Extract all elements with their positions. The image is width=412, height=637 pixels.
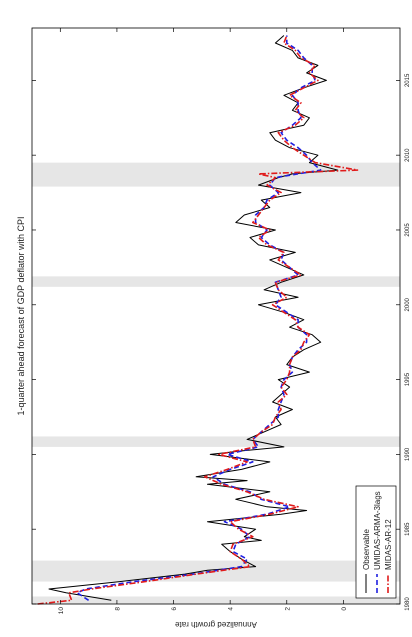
legend-box <box>355 485 397 599</box>
x-tick-label: 1995 <box>405 372 411 386</box>
y-tick-label: 10 <box>58 607 65 615</box>
x-tick-label: 2010 <box>405 148 411 162</box>
series-line-midas-ar-12 <box>37 35 359 605</box>
recession-band <box>32 596 400 604</box>
y-axis-label: Annualized growth rate <box>175 620 257 629</box>
legend-label: UMIDAS-ARMA-3lags <box>373 491 382 570</box>
y-axis-ticks: 0 2 4 6 8 10 <box>58 28 348 614</box>
recession-band <box>32 276 400 287</box>
x-tick-label: 2005 <box>405 223 411 237</box>
y-tick-label: 0 <box>341 607 348 611</box>
recession-band <box>32 162 400 187</box>
y-tick-label: 8 <box>114 607 121 611</box>
series-line-observable <box>48 35 339 601</box>
x-tick-label: 1985 <box>405 522 411 536</box>
legend-label: MIDAS-AR-12 <box>384 519 393 570</box>
x-axis-ticks: 1980 1985 1990 1995 2000 2005 2010 2015 <box>32 73 411 611</box>
recession-bands <box>32 162 400 604</box>
y-tick-label: 4 <box>228 607 235 611</box>
series-layer <box>37 35 359 605</box>
x-tick-label: 1990 <box>405 447 411 461</box>
y-tick-label: 6 <box>171 607 178 611</box>
x-tick-label: 2000 <box>405 297 411 311</box>
series-line-umidas-arma-3lags <box>76 35 322 601</box>
legend-label: Observable <box>362 529 371 570</box>
y-tick-label: 2 <box>284 607 291 611</box>
x-tick-label: 1980 <box>405 597 411 611</box>
x-tick-label: 2015 <box>405 73 411 87</box>
legend: Observable UMIDAS-ARMA-3lags MIDAS-AR-12 <box>355 485 397 599</box>
chart-title: 1-quarter ahead forecast of GDP deflator… <box>16 217 26 416</box>
recession-band <box>32 436 400 447</box>
plot-frame <box>31 27 401 605</box>
